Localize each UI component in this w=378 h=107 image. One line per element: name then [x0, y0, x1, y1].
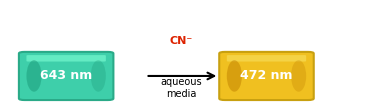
Text: aqueous
media: aqueous media — [161, 77, 202, 99]
Ellipse shape — [26, 60, 42, 92]
FancyBboxPatch shape — [26, 55, 106, 62]
FancyBboxPatch shape — [19, 52, 113, 100]
FancyBboxPatch shape — [219, 52, 314, 100]
Text: CN⁻: CN⁻ — [170, 36, 193, 46]
Text: 643 nm: 643 nm — [40, 69, 92, 82]
Ellipse shape — [91, 60, 106, 92]
Text: 472 nm: 472 nm — [240, 69, 293, 82]
FancyBboxPatch shape — [227, 55, 306, 62]
Ellipse shape — [227, 60, 242, 92]
Ellipse shape — [291, 60, 306, 92]
